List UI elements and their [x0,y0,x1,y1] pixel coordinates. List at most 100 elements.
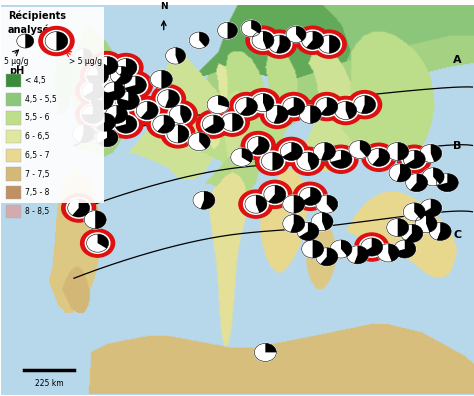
Circle shape [218,22,237,39]
Circle shape [311,213,333,231]
Circle shape [116,91,141,111]
Circle shape [17,34,34,48]
Circle shape [301,30,325,50]
Circle shape [265,104,290,124]
Circle shape [124,76,146,94]
Circle shape [403,203,425,221]
Text: A: A [453,55,462,65]
Circle shape [215,108,249,136]
Wedge shape [433,168,444,184]
Wedge shape [431,144,442,162]
Circle shape [66,198,91,218]
Wedge shape [175,48,185,64]
Circle shape [310,93,344,121]
Circle shape [422,168,444,186]
Text: < 4,5: < 4,5 [25,76,46,85]
Text: 7 - 7,5: 7 - 7,5 [25,169,50,179]
Circle shape [403,150,425,168]
Wedge shape [360,141,371,157]
Circle shape [153,115,175,133]
Circle shape [130,97,164,124]
Text: Récipients
analysés: Récipients analysés [8,11,66,34]
Wedge shape [426,215,437,232]
Circle shape [251,30,275,50]
Wedge shape [113,105,128,124]
Circle shape [114,57,138,78]
Circle shape [349,141,371,158]
Wedge shape [84,82,104,100]
Circle shape [96,57,118,75]
Circle shape [244,194,268,214]
Wedge shape [346,101,356,119]
Circle shape [394,240,416,258]
Circle shape [82,82,104,100]
Wedge shape [265,343,276,352]
Wedge shape [320,97,338,116]
Circle shape [136,101,158,120]
Circle shape [267,34,292,54]
Circle shape [298,186,322,206]
Circle shape [255,343,276,362]
Wedge shape [294,195,305,213]
Circle shape [110,66,132,84]
Wedge shape [104,82,125,100]
Circle shape [169,105,191,124]
Wedge shape [201,191,215,209]
Wedge shape [437,223,451,240]
Circle shape [255,147,290,175]
Wedge shape [161,70,173,88]
Wedge shape [410,173,428,192]
Circle shape [91,91,113,110]
Circle shape [201,114,226,134]
Wedge shape [199,32,209,47]
Circle shape [167,125,189,143]
Text: 6 - 6,5: 6 - 6,5 [25,132,50,141]
Wedge shape [165,90,180,108]
Circle shape [90,91,115,111]
Circle shape [152,85,185,113]
Circle shape [437,173,458,192]
Circle shape [283,195,305,213]
Circle shape [368,148,390,166]
Wedge shape [87,66,109,84]
Text: C: C [453,230,462,240]
Text: pH: pH [9,66,25,76]
Circle shape [316,97,338,116]
Text: > 5 µg/g: > 5 µg/g [69,57,102,66]
Circle shape [165,124,190,144]
Circle shape [189,32,209,48]
Circle shape [366,147,391,168]
Circle shape [104,61,138,89]
Wedge shape [199,133,210,149]
Circle shape [260,151,285,171]
Wedge shape [363,238,383,256]
Wedge shape [290,215,305,233]
Bar [6,186,21,200]
Circle shape [328,149,353,169]
Circle shape [387,143,409,160]
Circle shape [299,105,321,124]
Wedge shape [308,152,319,170]
Circle shape [316,248,338,266]
Text: 8 - 8,5: 8 - 8,5 [25,207,49,216]
Wedge shape [80,125,94,143]
Circle shape [103,82,125,100]
Bar [6,149,21,162]
Circle shape [150,70,173,88]
Circle shape [161,120,195,148]
Circle shape [202,115,224,133]
Circle shape [263,30,297,58]
Circle shape [87,66,109,84]
Circle shape [81,104,105,124]
Circle shape [279,141,304,162]
Circle shape [165,48,185,64]
Circle shape [283,215,305,233]
Circle shape [231,148,253,166]
Wedge shape [228,22,237,39]
Circle shape [90,51,124,80]
Wedge shape [178,125,189,143]
Wedge shape [321,143,336,160]
Circle shape [221,113,243,131]
Circle shape [262,152,283,170]
Wedge shape [341,240,352,256]
